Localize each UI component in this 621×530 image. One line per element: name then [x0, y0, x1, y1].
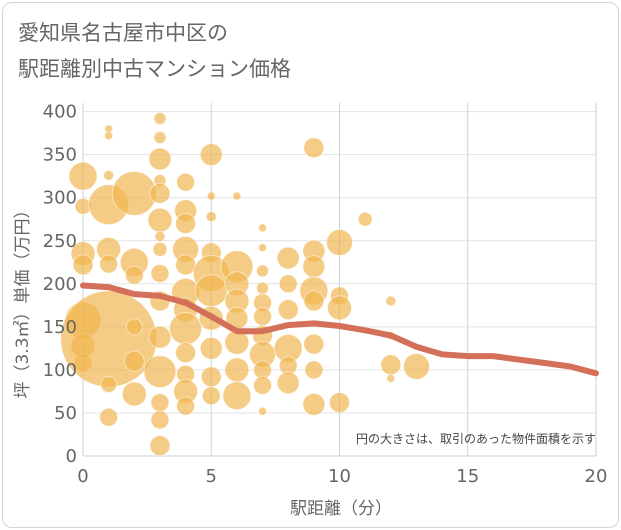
- y-tick-label: 350: [43, 145, 77, 166]
- data-bubble: [121, 381, 147, 407]
- data-bubble: [402, 352, 430, 380]
- data-bubble: [152, 241, 168, 257]
- data-bubble: [303, 333, 325, 355]
- data-bubble: [100, 376, 118, 394]
- data-bubble: [176, 396, 196, 416]
- data-bubble: [303, 290, 325, 312]
- y-axis-title: 坪（3.3㎡）単価（万円）: [13, 201, 33, 398]
- data-bubble: [153, 130, 167, 144]
- data-bubble: [258, 406, 268, 416]
- data-bubble: [148, 147, 172, 171]
- y-tick-label: 250: [43, 231, 77, 252]
- data-bubble: [149, 182, 171, 204]
- data-bubble: [206, 191, 216, 201]
- data-bubble: [258, 223, 268, 233]
- y-tick-label: 200: [43, 274, 77, 295]
- y-tick-label: 400: [43, 102, 77, 123]
- data-bubble: [103, 169, 115, 181]
- trend-line: [80, 282, 599, 377]
- data-bubble: [256, 264, 270, 278]
- y-tick-label: 50: [54, 403, 77, 424]
- data-bubble: [253, 307, 273, 327]
- bubble-size-note: 円の大きさは、取引のあった物件面積を示す: [356, 431, 596, 446]
- data-bubble: [150, 263, 170, 283]
- data-bubble: [194, 274, 228, 308]
- data-bubble: [148, 325, 172, 349]
- data-bubble: [205, 211, 217, 223]
- chart-title-line-1: 愛知県名古屋市中区の: [18, 21, 228, 45]
- y-tick-label: 300: [43, 188, 77, 209]
- data-bubble: [149, 435, 171, 457]
- data-bubble: [326, 228, 353, 256]
- data-bubble: [123, 350, 145, 372]
- data-bubble: [258, 243, 268, 253]
- x-tick-label: 0: [77, 466, 88, 487]
- data-bubble: [386, 374, 396, 384]
- data-bubble: [99, 254, 119, 274]
- data-bubble: [385, 295, 397, 307]
- x-axis-title: 駅距離（分）: [290, 499, 392, 519]
- data-bubble: [154, 230, 166, 242]
- data-bubble: [99, 407, 119, 427]
- data-bubble: [72, 254, 94, 276]
- data-bubble: [329, 392, 350, 414]
- data-bubble: [253, 375, 273, 395]
- data-bubble: [380, 354, 402, 376]
- y-tick-label: 0: [66, 446, 77, 467]
- data-bubble: [175, 213, 197, 235]
- data-bubble: [357, 211, 373, 227]
- data-bubble: [302, 392, 326, 416]
- data-bubble: [175, 342, 197, 364]
- chart-title: 愛知県名古屋市中区の 駅距離別中古マンション価格: [18, 15, 291, 87]
- data-bubble: [200, 366, 222, 388]
- data-bubble: [153, 111, 167, 125]
- data-bubble: [277, 299, 299, 321]
- data-bubble: [302, 255, 326, 279]
- data-bubble: [304, 360, 324, 380]
- data-bubble: [104, 131, 114, 141]
- data-bubble: [199, 143, 223, 167]
- data-bubble: [143, 355, 177, 389]
- data-bubble: [222, 381, 252, 411]
- data-bubble: [256, 281, 270, 295]
- data-bubble: [276, 246, 300, 270]
- data-bubble: [199, 336, 223, 360]
- data-bubble: [150, 410, 170, 430]
- data-bubble: [276, 371, 300, 395]
- data-bubble: [278, 274, 298, 294]
- data-bubble: [201, 386, 221, 406]
- chart-title-line-2: 駅距離別中古マンション価格: [18, 57, 291, 81]
- x-tick-label: 20: [585, 466, 608, 487]
- axis-ticks: 0 50 100 150 200 250 300 350 400 0 5 10 15 20: [43, 102, 608, 487]
- data-bubble: [176, 172, 196, 192]
- data-bubble: [147, 207, 173, 233]
- data-bubble: [327, 295, 352, 321]
- y-tick-label: 150: [43, 317, 77, 338]
- x-tick-label: 5: [206, 466, 217, 487]
- data-bubble: [303, 137, 325, 159]
- data-bubble: [169, 312, 203, 346]
- data-bubble: [232, 191, 242, 201]
- data-bubble: [124, 265, 144, 285]
- data-bubble: [68, 161, 98, 191]
- x-tick-label: 15: [456, 466, 479, 487]
- x-tick-label: 10: [328, 466, 351, 487]
- data-bubble: [150, 393, 170, 413]
- y-tick-label: 100: [43, 360, 77, 381]
- data-bubble: [175, 254, 197, 276]
- data-bubble: [125, 318, 143, 336]
- data-bubble: [224, 357, 250, 383]
